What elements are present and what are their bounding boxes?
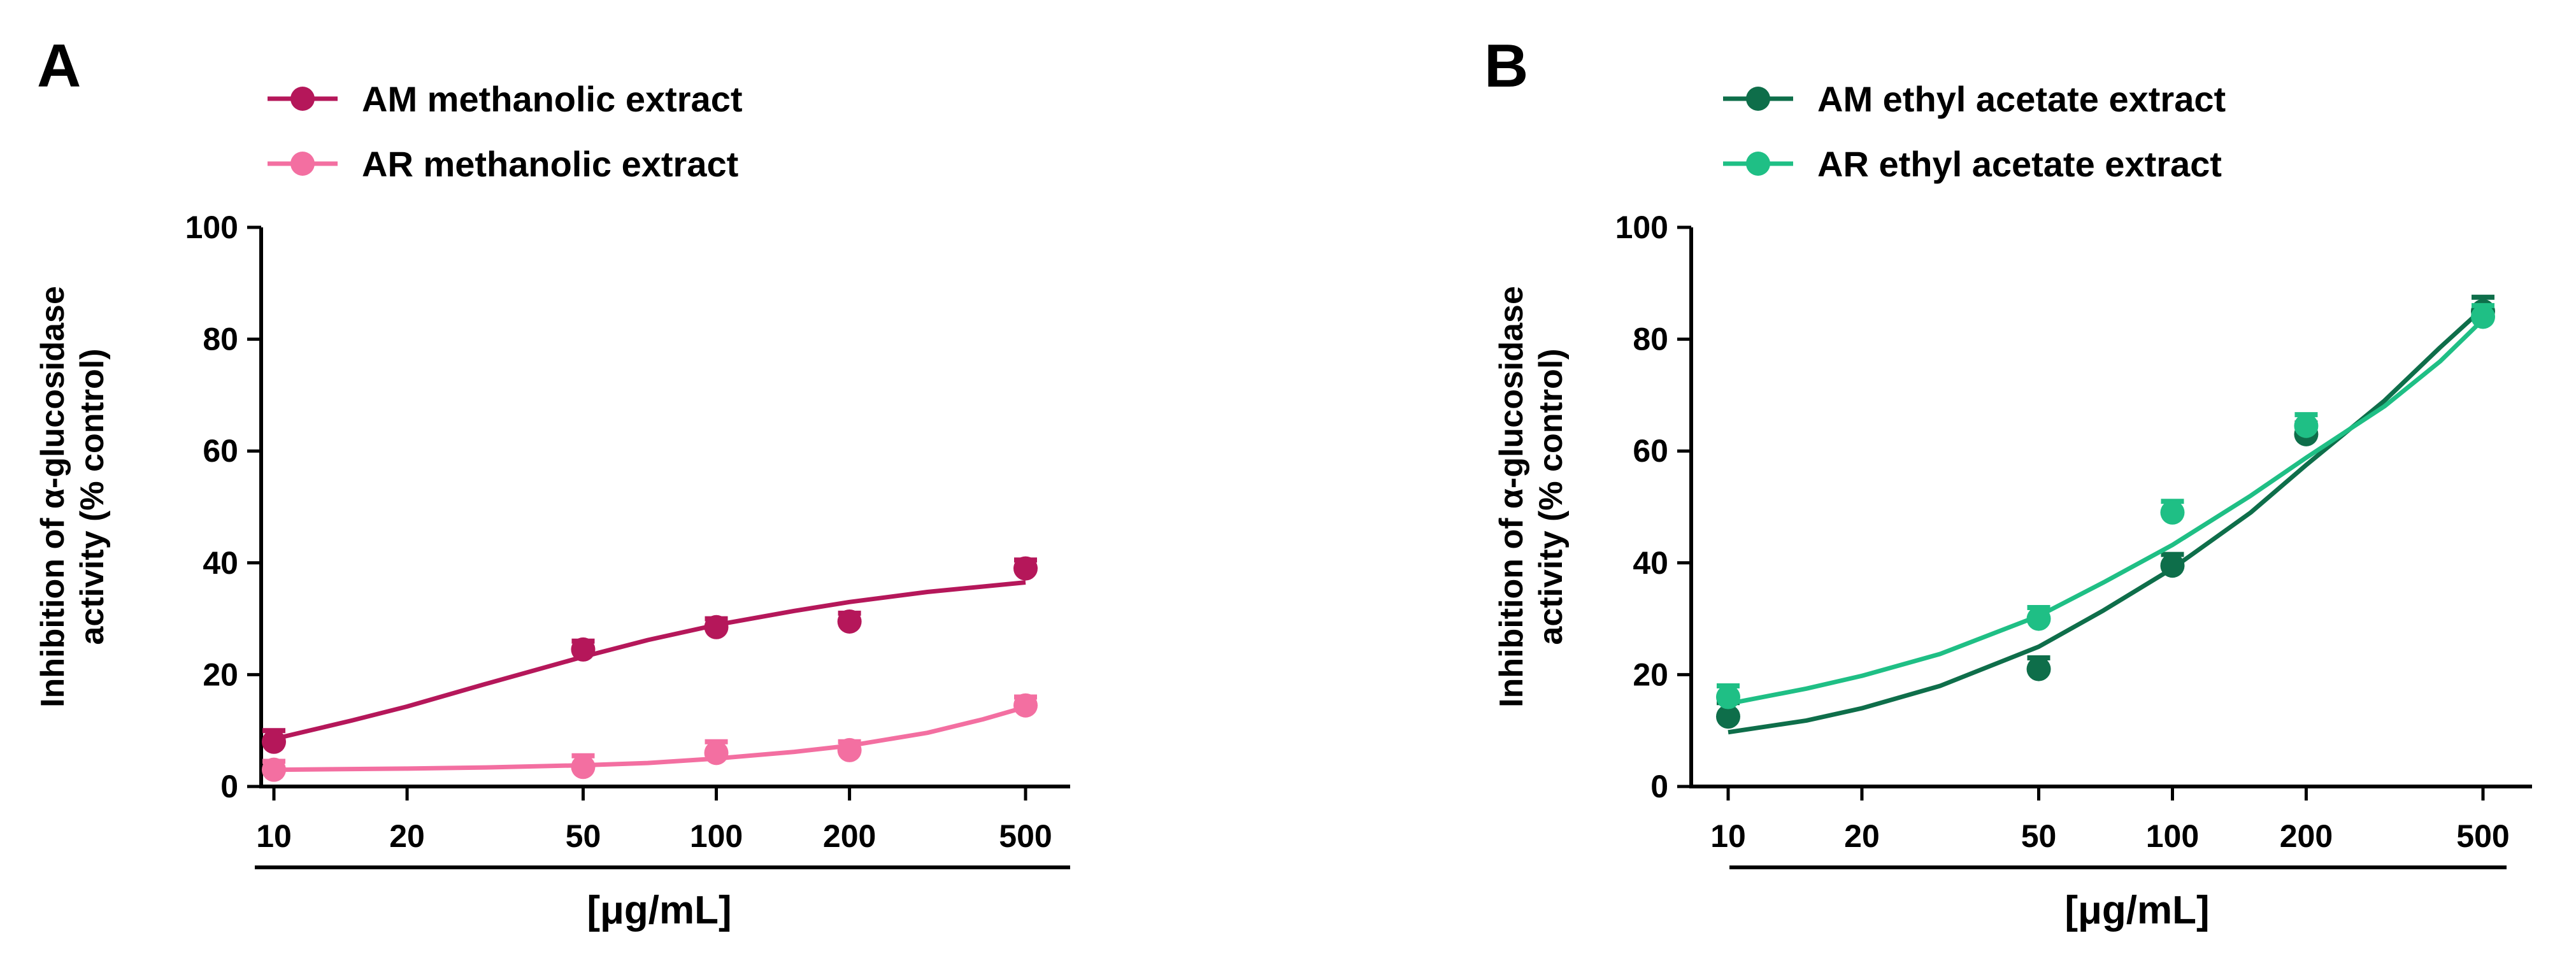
y-tick-label-b-100: 100 [1615, 210, 1668, 245]
x-tick-label-b-100: 100 [2146, 818, 2199, 854]
legend-label-b-s1: AM ethyl acetate extract [1817, 79, 2226, 119]
data-point-b-s2-100 [2160, 500, 2185, 525]
legend-marker-a-s1 [290, 87, 315, 111]
data-point-a-s1-10 [262, 729, 286, 754]
data-point-b-s2-50 [2026, 606, 2051, 631]
data-point-b-s1-50 [2026, 657, 2051, 681]
y-axis-title-b-line2: activity (% control) [1533, 348, 1570, 644]
data-point-b-s1-10 [1716, 704, 1740, 729]
axes-b: 0 20 40 60 80 100 10 20 50 100 200 500 [1615, 210, 2532, 869]
x-tick-label-b-50: 50 [2021, 818, 2057, 854]
fit-curve-a-s2 [273, 704, 1026, 772]
data-point-a-s2-500 [1013, 693, 1038, 718]
data-point-b-s2-10 [1716, 685, 1740, 709]
plot-area-b [1716, 294, 2495, 735]
panel-b: B AM ethyl acetate extract AR ethyl aceta… [1484, 32, 2532, 932]
data-point-a-s2-10 [262, 757, 286, 782]
legend-label-a-s1: AM methanolic extract [362, 79, 743, 119]
y-tick-label-b-80: 80 [1633, 322, 1668, 357]
legend-label-b-s2: AR ethyl acetate extract [1817, 144, 2222, 184]
fit-curve-b-s1 [1728, 306, 2485, 735]
data-point-a-s1-500 [1013, 556, 1038, 581]
fit-curve-a-s1 [273, 580, 1026, 741]
y-tick-label-a-20: 20 [203, 657, 238, 692]
legend-marker-a-s2 [290, 152, 315, 176]
y-tick-label-a-40: 40 [203, 545, 238, 581]
data-point-b-s2-500 [2471, 304, 2495, 329]
y-tick-label-a-0: 0 [220, 769, 238, 804]
panel-label-b: B [1484, 32, 1528, 100]
x-tick-label-a-10: 10 [256, 818, 292, 854]
x-axis-title-b: [μg/mL] [2064, 888, 2209, 932]
y-tick-label-b-20: 20 [1633, 657, 1668, 692]
x-axis-title-a: [μg/mL] [587, 888, 731, 932]
x-tick-label-a-50: 50 [566, 818, 601, 854]
x-tick-label-a-100: 100 [690, 818, 743, 854]
x-tick-label-b-10: 10 [1710, 818, 1746, 854]
data-point-b-s1-100 [2160, 553, 2185, 578]
legend-b: AM ethyl acetate extract AR ethyl acetate… [1723, 79, 2226, 184]
x-tick-label-b-200: 200 [2280, 818, 2333, 854]
y-tick-label-a-100: 100 [185, 210, 238, 245]
axes-a: 0 20 40 60 80 100 10 20 50 100 200 500 [185, 210, 1070, 869]
data-point-a-s1-50 [571, 637, 596, 662]
fit-curve-b-s2 [1728, 318, 2485, 706]
x-tick-label-a-20: 20 [389, 818, 425, 854]
y-axis-title-a-line2: activity (% control) [74, 348, 111, 644]
data-point-a-s1-100 [704, 615, 729, 639]
panel-label-a: A [37, 32, 81, 100]
x-tick-label-a-500: 500 [999, 818, 1052, 854]
x-tick-label-b-500: 500 [2456, 818, 2509, 854]
y-tick-label-b-40: 40 [1633, 545, 1668, 581]
y-tick-label-a-80: 80 [203, 322, 238, 357]
legend-label-a-s2: AR methanolic extract [362, 144, 738, 184]
plot-area-a [262, 556, 1038, 782]
data-point-a-s2-100 [704, 741, 729, 765]
y-axis-title-b-line1: Inhibition of α-glucosidase [1493, 286, 1530, 708]
data-point-a-s1-200 [837, 609, 862, 634]
panel-a: A AM methanolic extract AR methanolic ext… [34, 32, 1070, 932]
data-point-a-s2-200 [837, 737, 862, 762]
y-tick-label-a-60: 60 [203, 433, 238, 469]
legend-a: AM methanolic extract AR methanolic extra… [268, 79, 743, 184]
legend-marker-b-s2 [1746, 152, 1770, 176]
x-tick-label-b-20: 20 [1844, 818, 1880, 854]
data-point-a-s2-50 [571, 755, 596, 779]
data-point-b-s2-200 [2294, 413, 2319, 438]
y-axis-title-a-line1: Inhibition of α-glucosidase [34, 286, 71, 708]
legend-marker-b-s1 [1746, 87, 1770, 111]
y-tick-label-b-0: 0 [1650, 769, 1668, 804]
x-tick-label-a-200: 200 [823, 818, 876, 854]
y-tick-label-b-60: 60 [1633, 433, 1668, 469]
